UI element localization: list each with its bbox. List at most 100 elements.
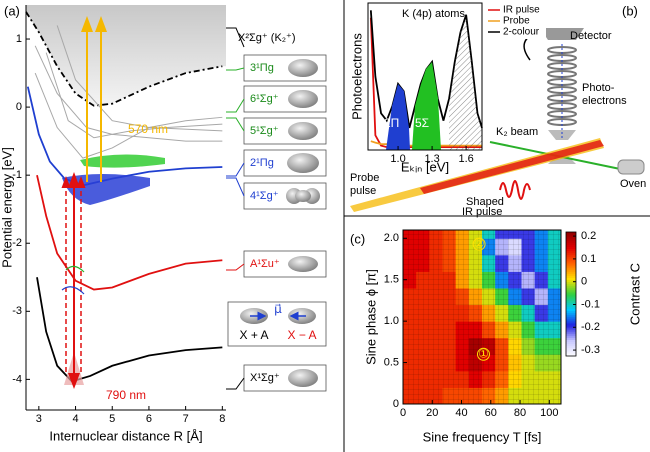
- y-axis-title: Photoelectrons: [349, 33, 364, 120]
- colorbar-segment: [566, 331, 576, 334]
- ir-beam: [420, 140, 604, 194]
- colorbar-segment: [566, 287, 576, 291]
- colorbar-segment: [566, 304, 576, 307]
- y-tick-label: -1: [12, 169, 22, 181]
- setup-label: Photo-: [582, 82, 615, 94]
- superposition-label: X − A: [287, 328, 316, 342]
- x-tick-label: 0: [400, 407, 406, 419]
- annotation: K (4p) atoms: [402, 8, 465, 20]
- colorbar-segment: [566, 275, 576, 278]
- molecule-icons: [240, 59, 320, 387]
- state-label: X¹Σg⁺: [250, 372, 280, 384]
- y-tick-label: 1.5: [384, 274, 399, 286]
- x-tick-label: 8: [219, 413, 225, 425]
- colorbar-tick-label: 0.2: [581, 230, 596, 242]
- annotation: 5Σ: [415, 116, 429, 130]
- colorbar-segment: [566, 232, 576, 235]
- legend-label: Probe: [503, 16, 530, 27]
- curve: [34, 72, 223, 159]
- colorbar-segment: [566, 302, 576, 305]
- setup-label: Shaped: [466, 196, 504, 208]
- y-tick-label: -4: [12, 373, 22, 385]
- colorbar-segment: [566, 312, 576, 316]
- y-tick-label: 0.5: [384, 356, 399, 368]
- superposition-label: X + A: [239, 328, 268, 342]
- setup-label: IR pulse: [462, 206, 502, 218]
- colorbar-segment: [566, 341, 576, 345]
- x-tick-label: 7: [183, 413, 189, 425]
- colorbar-segment: [566, 263, 576, 266]
- ir-pulse: [499, 180, 531, 200]
- colorbar-segment: [566, 248, 576, 252]
- colorbar-segment: [566, 320, 576, 324]
- colorbar-segment: [566, 325, 576, 328]
- colorbar-segment: [566, 333, 576, 336]
- state-label: 4¹Σg⁺: [250, 190, 279, 202]
- colorbar-segment: [566, 283, 576, 287]
- colorbar-segment: [566, 316, 576, 320]
- colorbar-segment: [566, 269, 576, 272]
- colorbar-segment: [566, 322, 576, 326]
- wavelength-label: 570 nm: [128, 122, 168, 136]
- colorbar-segment: [566, 236, 576, 239]
- colorbar-segment: [566, 327, 576, 330]
- dipole-label: μ⃗: [274, 302, 282, 316]
- x-tick-label: 1.3: [424, 153, 439, 165]
- state-label: 6¹Σg⁺: [250, 93, 279, 105]
- colorbar-segment: [566, 351, 576, 355]
- colorbar-segment: [566, 277, 576, 281]
- marker-ring: [476, 347, 490, 361]
- x-tick-label: 4: [72, 413, 78, 425]
- colorbar-segment: [566, 281, 576, 285]
- wavepacket: [62, 174, 150, 205]
- colorbar-segment: [566, 244, 576, 247]
- colorbar-segment: [566, 298, 576, 301]
- colorbar-tick-label: -0.1: [581, 298, 600, 310]
- marker-ring: [472, 237, 486, 251]
- shaded-band: [412, 62, 441, 150]
- x-tick-label: 1.0: [390, 153, 405, 165]
- colorbar-segment: [566, 258, 576, 262]
- y-tick-label: 1: [16, 33, 22, 45]
- colorbar-segment: [566, 308, 576, 312]
- setup-label: K₂ beam: [496, 126, 538, 138]
- curve: [36, 174, 223, 291]
- x-tick-label: 1.6: [458, 153, 473, 165]
- electrode: [548, 130, 576, 140]
- colorbar-segment: [566, 300, 576, 303]
- colorbar-segment: [566, 250, 576, 254]
- x-tick-label: 40: [455, 407, 467, 419]
- colorbar-segment: [566, 267, 576, 270]
- annotation: 2Π: [384, 116, 399, 130]
- legend-label: 2-colour: [503, 27, 540, 38]
- x-tick-label: 5: [109, 413, 115, 425]
- colorbar-segment: [566, 256, 576, 260]
- curve: [26, 86, 223, 187]
- shaded-band: [449, 15, 482, 150]
- colorbar-segment: [566, 294, 576, 297]
- colorbar-frame: [565, 231, 577, 357]
- colorbar-segment: [566, 337, 576, 340]
- colorbar-segment: [566, 289, 576, 293]
- x-tick-label: 6: [146, 413, 152, 425]
- y-tick-label: 2.0: [384, 232, 399, 244]
- curve: [56, 25, 223, 132]
- shaded-band: [386, 84, 410, 150]
- colorbar-segment: [566, 296, 576, 299]
- colorbar-segment: [566, 242, 576, 245]
- state-label: A¹Σu⁺: [250, 258, 280, 270]
- setup-label: electrons: [582, 95, 627, 107]
- state-label: 2¹Πg: [250, 157, 274, 169]
- colorbar-segment: [566, 318, 576, 322]
- colorbar-segment: [566, 238, 576, 241]
- marker-label: ②: [474, 236, 485, 250]
- setup-label: pulse: [350, 185, 376, 197]
- colorbar-segment: [566, 240, 576, 243]
- x-axis-title: Eₖᵢₙ [eV]: [401, 159, 449, 174]
- colorbar-segment: [566, 310, 576, 314]
- colorbar-segment: [566, 234, 576, 237]
- detector: [540, 28, 584, 40]
- state-label: 5¹Σg⁺: [250, 125, 279, 137]
